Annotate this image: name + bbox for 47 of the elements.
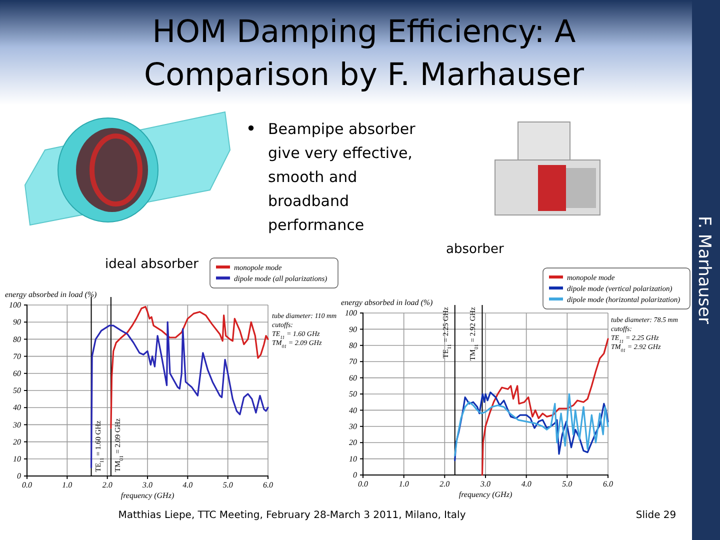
y-tick-label: 10 bbox=[13, 454, 21, 464]
x-tick-label: 0.0 bbox=[22, 480, 32, 490]
y-tick-label: 50 bbox=[349, 390, 357, 399]
x-tick-label: 6.0 bbox=[263, 480, 273, 490]
x-tick-label: 5.0 bbox=[222, 480, 233, 490]
y-tick-label: 0 bbox=[17, 472, 21, 481]
y-tick-label: 60 bbox=[13, 368, 21, 378]
text: HOM Damping Efficiency: A Comparison by F. Marhauser bbox=[144, 14, 584, 93]
y-tick-label: 10 bbox=[349, 454, 357, 464]
x-tick-label: 1.0 bbox=[62, 480, 72, 490]
text: Matthias Liepe, TTC Meeting, February 28-March 3 2011, Milano, Italy bbox=[118, 510, 466, 521]
x-tick-label: 4.0 bbox=[521, 480, 532, 489]
y-tick-label: 40 bbox=[13, 403, 21, 412]
y-axis-title: energy absorbed in load (%) bbox=[5, 290, 98, 299]
y-tick-label: 90 bbox=[349, 324, 357, 334]
x-tick-label: 6.0 bbox=[603, 480, 613, 489]
y-tick-label: 30 bbox=[348, 422, 357, 431]
y-tick-label: 20 bbox=[349, 438, 357, 448]
y-tick-label: 90 bbox=[13, 318, 21, 327]
text: F. Marhauser bbox=[694, 216, 714, 324]
x-tick-label: 3.0 bbox=[142, 480, 152, 490]
y-tick-label: 50 bbox=[13, 386, 21, 396]
y-tick-label: 100 bbox=[9, 300, 21, 310]
y-tick-label: 100 bbox=[345, 308, 357, 318]
y-tick-label: 40 bbox=[349, 406, 357, 415]
y-axis-title: energy absorbed in load (%) bbox=[341, 298, 434, 307]
y-tick-label: 60 bbox=[349, 373, 357, 382]
text: Beampipe absorber give very effective, smooth and broadband performance bbox=[268, 120, 416, 234]
y-tick-label: 80 bbox=[13, 334, 21, 344]
chart-subtitle: ideal absorber bbox=[105, 257, 200, 272]
x-tick-label: 1.0 bbox=[398, 480, 409, 489]
x-tick-label: 2.0 bbox=[102, 480, 112, 490]
y-tick-label: 20 bbox=[13, 437, 21, 446]
x-tick-label: 0.0 bbox=[358, 480, 368, 489]
chart-subtitle: absorber bbox=[446, 242, 505, 257]
x-axis-title: frequency (GHz) bbox=[458, 490, 512, 499]
x-tick-label: 5.0 bbox=[562, 480, 572, 489]
y-tick-label: 80 bbox=[349, 340, 357, 350]
x-tick-label: 4.0 bbox=[182, 480, 193, 490]
x-tick-label: 3.0 bbox=[480, 480, 490, 489]
x-tick-label: 2.0 bbox=[440, 480, 450, 489]
y-tick-label: 0 bbox=[353, 470, 357, 480]
x-axis-title: frequency (GHz) bbox=[120, 491, 174, 500]
y-tick-label: 30 bbox=[12, 420, 21, 430]
y-tick-label: 70 bbox=[13, 352, 21, 361]
y-tick-label: 70 bbox=[349, 357, 357, 366]
text: Slide 29 bbox=[636, 510, 676, 521]
